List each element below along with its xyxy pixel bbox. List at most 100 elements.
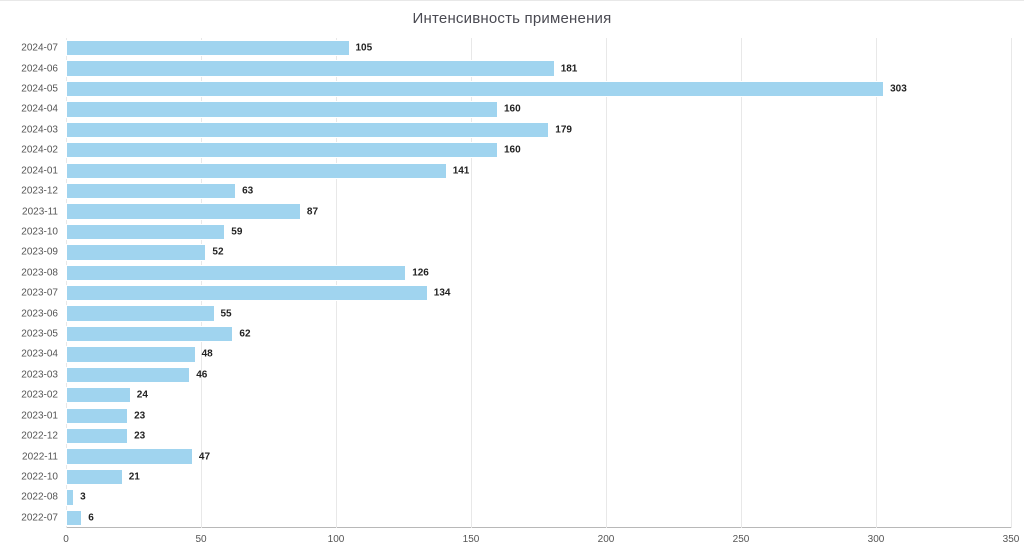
bar-value-label: 3 <box>80 492 86 503</box>
top-border <box>0 0 1024 1</box>
chart-row: 2022-083 <box>66 487 1011 507</box>
bar <box>66 183 236 199</box>
bar <box>66 448 193 464</box>
bar <box>66 326 233 342</box>
chart-row: 2023-0346 <box>66 365 1011 385</box>
chart-row: 2024-06181 <box>66 58 1011 78</box>
x-tick-label: 50 <box>195 528 206 545</box>
bar <box>66 224 225 240</box>
y-axis-label: 2024-05 <box>21 84 66 95</box>
y-axis-label: 2024-06 <box>21 63 66 74</box>
bar-value-label: 52 <box>212 247 223 258</box>
chart-row: 2022-1223 <box>66 426 1011 446</box>
bar-value-label: 141 <box>453 165 470 176</box>
chart-row: 2023-08126 <box>66 263 1011 283</box>
bar-value-label: 160 <box>504 145 521 156</box>
bar-value-label: 62 <box>239 329 250 340</box>
chart-row: 2023-1263 <box>66 181 1011 201</box>
y-axis-label: 2022-08 <box>21 492 66 503</box>
bar-value-label: 6 <box>88 512 94 523</box>
bar-value-label: 179 <box>555 124 572 135</box>
bar <box>66 101 498 117</box>
bar <box>66 408 128 424</box>
y-axis-label: 2023-10 <box>21 226 66 237</box>
bar <box>66 60 555 76</box>
bar <box>66 81 884 97</box>
x-tick-label: 300 <box>868 528 885 545</box>
usage-intensity-chart: Интенсивность применения 050100150200250… <box>0 0 1024 560</box>
chart-row: 2023-1187 <box>66 201 1011 221</box>
y-axis-label: 2023-07 <box>21 288 66 299</box>
chart-row: 2024-05303 <box>66 79 1011 99</box>
y-axis-label: 2022-11 <box>22 451 66 462</box>
chart-row: 2024-07105 <box>66 38 1011 58</box>
bar <box>66 122 549 138</box>
y-axis-label: 2024-02 <box>21 145 66 156</box>
bar <box>66 305 215 321</box>
bar <box>66 367 190 383</box>
y-axis-label: 2023-04 <box>21 349 66 360</box>
chart-row: 2024-04160 <box>66 99 1011 119</box>
bar <box>66 244 206 260</box>
y-axis-label: 2023-05 <box>21 329 66 340</box>
chart-row: 2024-03179 <box>66 120 1011 140</box>
bar-value-label: 48 <box>202 349 213 360</box>
bar-value-label: 59 <box>231 226 242 237</box>
y-axis-label: 2023-03 <box>21 369 66 380</box>
y-axis-label: 2024-03 <box>21 124 66 135</box>
bar-value-label: 24 <box>137 390 148 401</box>
x-tick-label: 250 <box>733 528 750 545</box>
bar <box>66 387 131 403</box>
y-axis-label: 2023-12 <box>21 186 66 197</box>
y-axis-label: 2024-04 <box>21 104 66 115</box>
bar <box>66 428 128 444</box>
bar <box>66 142 498 158</box>
bar-value-label: 55 <box>221 308 232 319</box>
y-axis-label: 2024-07 <box>21 43 66 54</box>
chart-row: 2022-1021 <box>66 467 1011 487</box>
chart-row: 2023-1059 <box>66 222 1011 242</box>
bar <box>66 510 82 526</box>
chart-row: 2024-01141 <box>66 161 1011 181</box>
bar-value-label: 126 <box>412 267 429 278</box>
bar <box>66 346 196 362</box>
x-tick-label: 350 <box>1003 528 1020 545</box>
bar-value-label: 46 <box>196 369 207 380</box>
chart-row: 2023-0952 <box>66 242 1011 262</box>
y-axis-label: 2022-10 <box>21 471 66 482</box>
bar-value-label: 303 <box>890 84 907 95</box>
chart-row: 2023-0655 <box>66 303 1011 323</box>
chart-row: 2024-02160 <box>66 140 1011 160</box>
bar-value-label: 87 <box>307 206 318 217</box>
y-axis-label: 2023-01 <box>21 410 66 421</box>
bar <box>66 40 350 56</box>
chart-row: 2023-07134 <box>66 283 1011 303</box>
bar-value-label: 21 <box>129 471 140 482</box>
bar <box>66 163 447 179</box>
y-axis-label: 2023-08 <box>21 267 66 278</box>
x-tick-label: 150 <box>463 528 480 545</box>
y-axis-label: 2022-07 <box>21 512 66 523</box>
bar-value-label: 23 <box>134 410 145 421</box>
y-axis-label: 2024-01 <box>21 165 66 176</box>
chart-row: 2023-0123 <box>66 406 1011 426</box>
bar-value-label: 134 <box>434 288 451 299</box>
plot-area: 0501001502002503003502024-071052024-0618… <box>66 38 1011 528</box>
x-tick-label: 100 <box>328 528 345 545</box>
bar <box>66 285 428 301</box>
y-axis-label: 2022-12 <box>21 431 66 442</box>
chart-row: 2023-0224 <box>66 385 1011 405</box>
y-axis-label: 2023-09 <box>21 247 66 258</box>
bar-value-label: 63 <box>242 186 253 197</box>
chart-row: 2023-0448 <box>66 344 1011 364</box>
chart-title: Интенсивность применения <box>0 10 1024 27</box>
bar <box>66 265 406 281</box>
bar-value-label: 47 <box>199 451 210 462</box>
bar-value-label: 23 <box>134 431 145 442</box>
grid-line <box>1011 38 1012 528</box>
x-tick-label: 0 <box>63 528 69 545</box>
chart-row: 2022-076 <box>66 508 1011 528</box>
bar <box>66 469 123 485</box>
y-axis-label: 2023-06 <box>21 308 66 319</box>
y-axis-label: 2023-11 <box>22 206 66 217</box>
